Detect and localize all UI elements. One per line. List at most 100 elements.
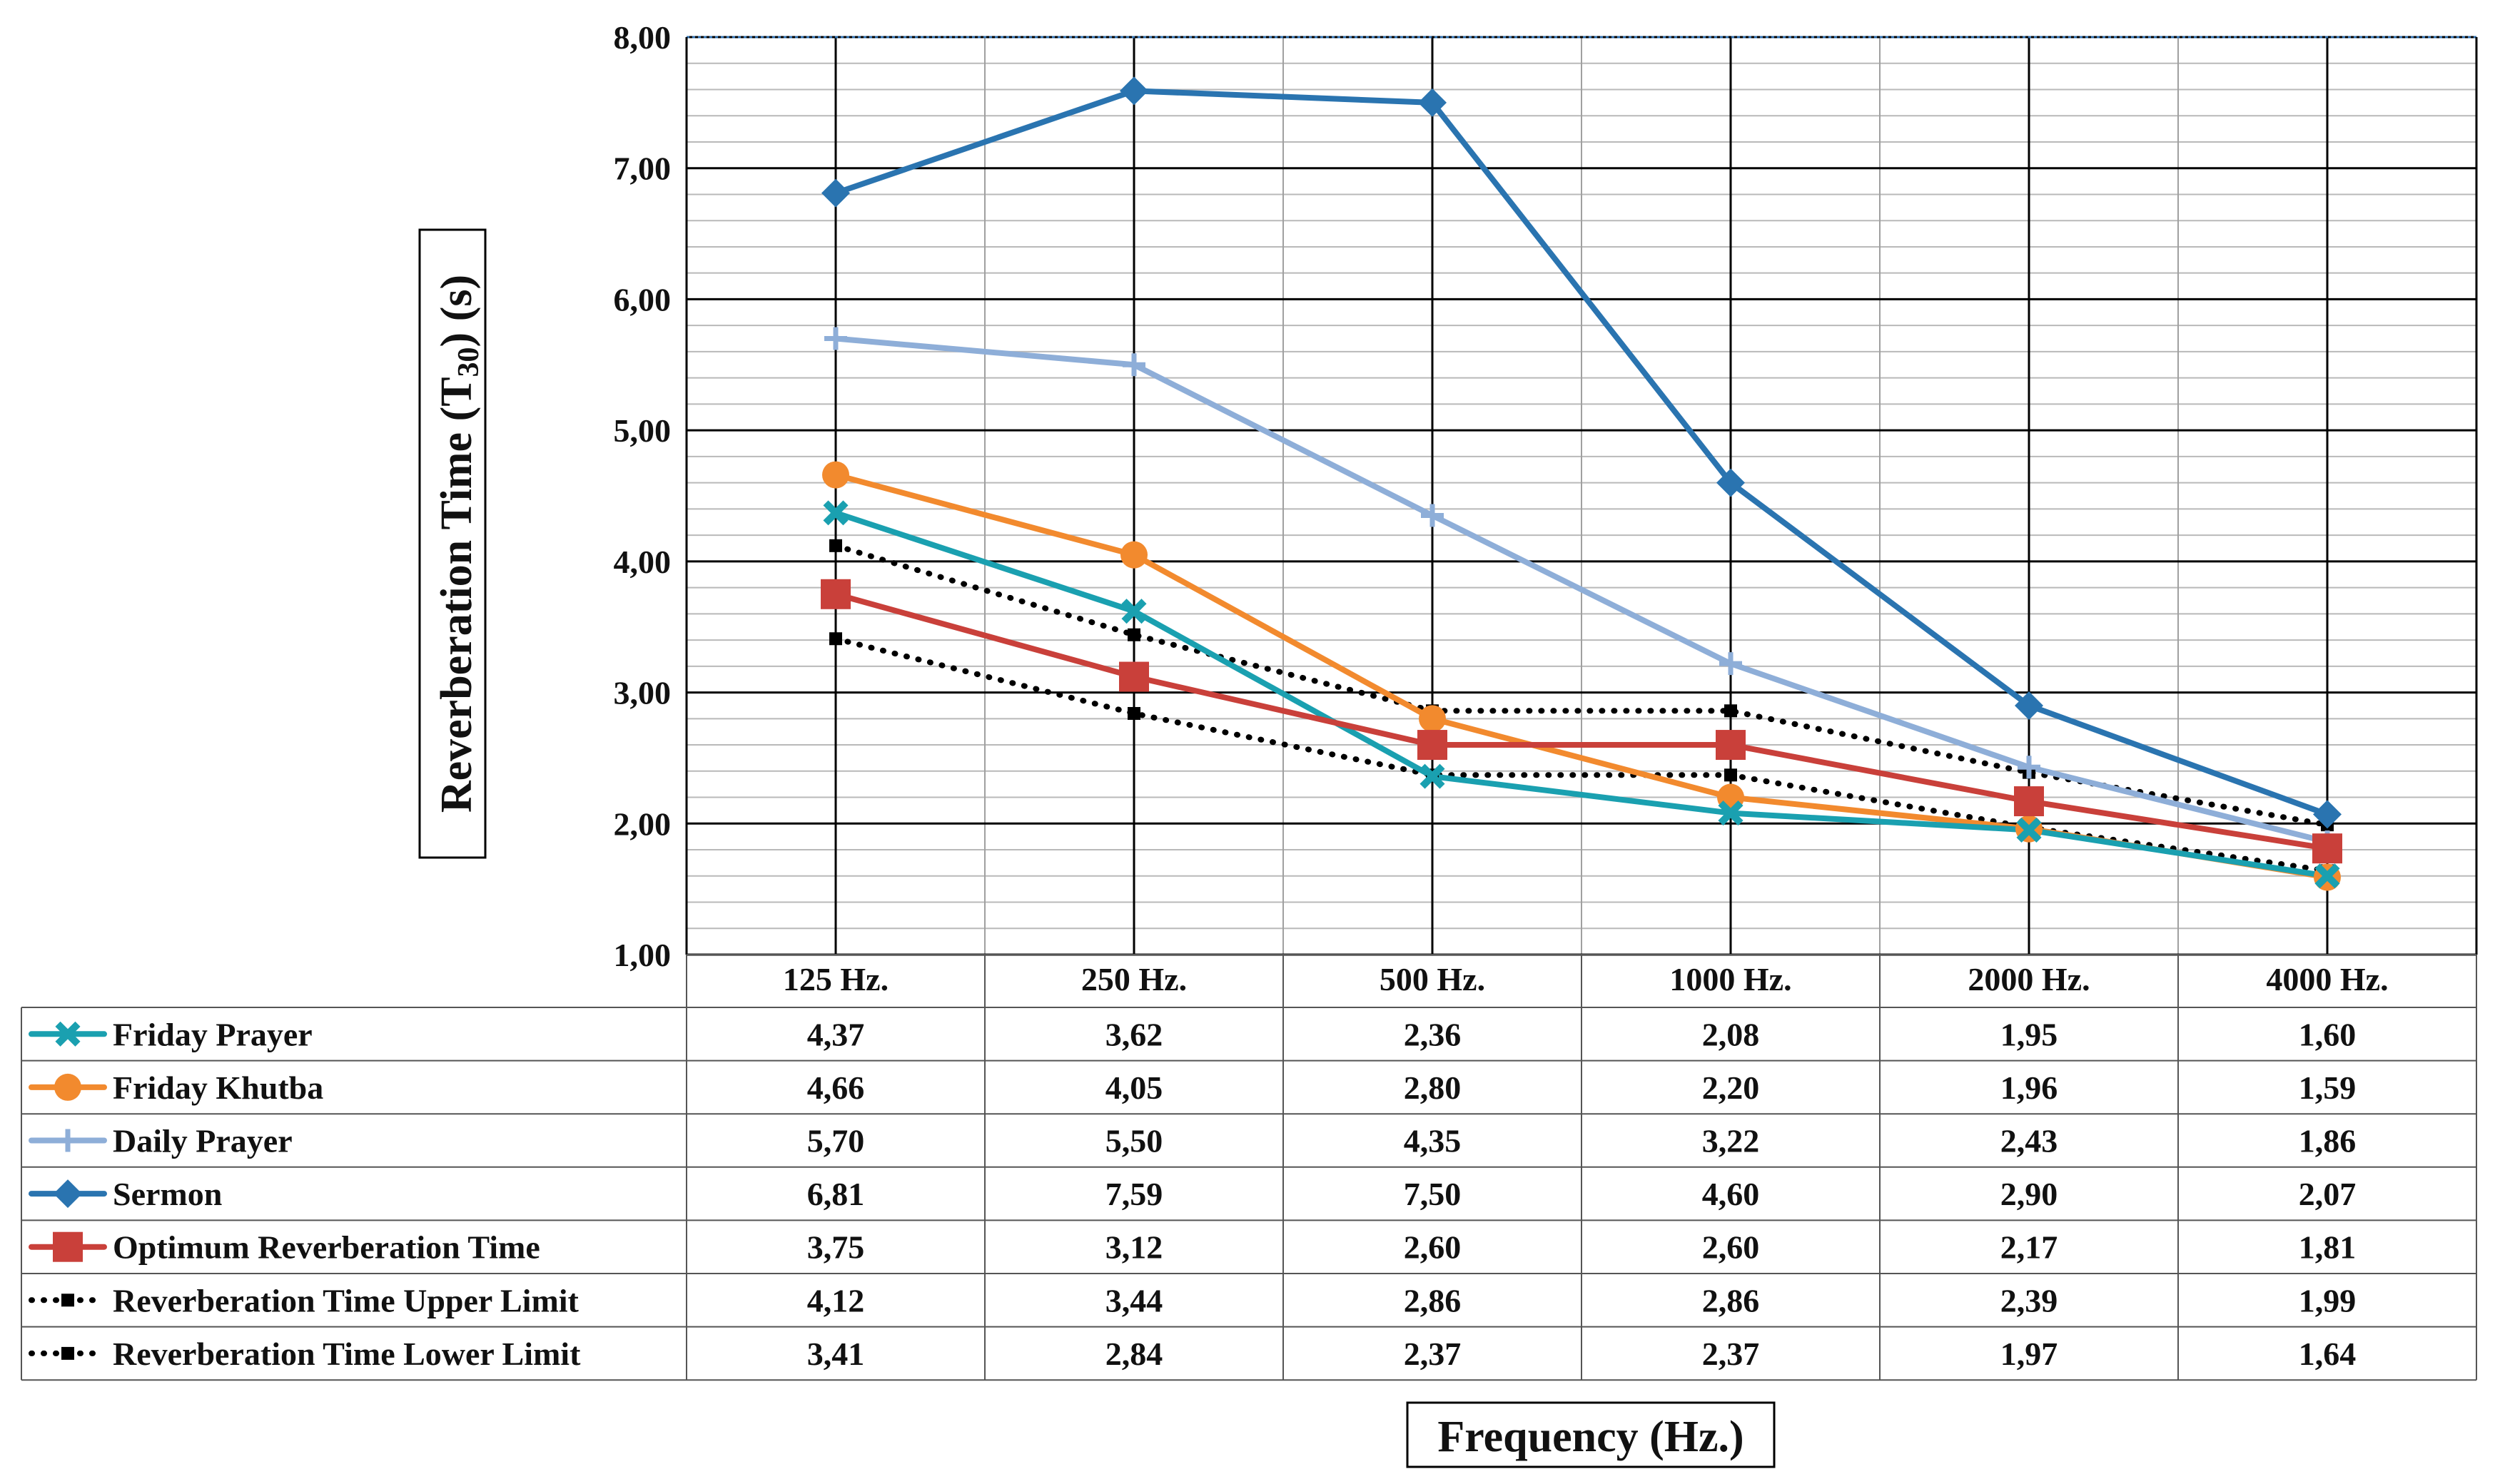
- table-cell-value: 6,81: [807, 1176, 865, 1212]
- y-tick-label: 3,00: [614, 675, 672, 711]
- data-point-x: [1121, 599, 1147, 624]
- table-cell-value: 3,41: [807, 1336, 865, 1372]
- legend-label: Friday Khutba: [113, 1069, 323, 1106]
- series-line: [833, 591, 2330, 852]
- table-cell-value: 2,37: [1702, 1336, 1760, 1372]
- legend-key: [29, 1231, 107, 1262]
- data-point-plus: [824, 327, 847, 350]
- table-cell-value: 2,86: [1702, 1282, 1760, 1318]
- table-cell-value: 1,99: [2299, 1282, 2357, 1318]
- table-cell-value: 2,08: [1702, 1016, 1760, 1052]
- data-point-diamond: [2313, 800, 2342, 829]
- legend-label: Daily Prayer: [113, 1123, 293, 1159]
- data-point-square: [829, 539, 842, 552]
- data-point-square: [1716, 730, 1746, 761]
- table-cell-value: 2,80: [1404, 1069, 1462, 1106]
- data-point-x: [823, 500, 849, 526]
- data-point-plus: [1421, 504, 1444, 527]
- y-tick-label: 8,00: [614, 19, 672, 56]
- data-point-diamond: [1120, 76, 1148, 106]
- x-category-label: 2000 Hz.: [1968, 961, 2090, 997]
- legend-key: [29, 1021, 107, 1047]
- table-cell-value: 2,37: [1404, 1336, 1462, 1372]
- data-point-square: [1128, 628, 1140, 641]
- data-point-x: [55, 1021, 81, 1047]
- data-point-square: [1724, 704, 1737, 718]
- x-category-label: 125 Hz.: [783, 961, 889, 997]
- table-cell-value: 2,60: [1702, 1229, 1760, 1266]
- data-point-plus: [1719, 652, 1742, 676]
- data-point-square: [2312, 833, 2342, 864]
- x-category-label: 500 Hz.: [1380, 961, 1485, 997]
- y-axis-title: Reverberation Time (T30) (s): [418, 228, 487, 859]
- table-cell-value: 5,50: [1105, 1123, 1163, 1159]
- legend-key: [29, 1179, 107, 1209]
- table-cell-value: 2,43: [2000, 1123, 2058, 1159]
- x-axis-title-text: Frequency (Hz.): [1437, 1413, 1744, 1461]
- data-point-diamond: [2015, 691, 2043, 720]
- x-category-label: 1000 Hz.: [1669, 961, 1791, 997]
- y-axis-title-sub: 30: [452, 347, 485, 377]
- svg-text:Reverberation Time (T30) (s): Reverberation Time (T30) (s): [432, 275, 485, 813]
- data-point-square: [53, 1231, 83, 1262]
- data-point-diamond: [1418, 88, 1447, 117]
- table-cell-value: 4,66: [807, 1069, 865, 1106]
- table-cell-value: 2,17: [2000, 1229, 2058, 1266]
- data-point-circle: [822, 461, 849, 489]
- y-axis-title-prefix: Reverberation Time (T: [432, 377, 481, 813]
- table-cell-value: 3,62: [1105, 1016, 1163, 1052]
- legend-label: Friday Prayer: [113, 1016, 313, 1052]
- data-point-x: [1419, 763, 1445, 789]
- legend-key: [29, 1073, 107, 1101]
- legend-label: Reverberation Time Upper Limit: [113, 1282, 580, 1318]
- data-point-x: [2314, 863, 2340, 889]
- table-cell-value: 2,60: [1404, 1229, 1462, 1266]
- table-cell-value: 4,60: [1702, 1176, 1760, 1212]
- table-cell-value: 4,05: [1105, 1069, 1163, 1106]
- table-cell-value: 1,95: [2000, 1016, 2058, 1052]
- table-cell-value: 1,86: [2299, 1123, 2357, 1159]
- data-point-diamond: [1716, 468, 1745, 497]
- series-line: [833, 88, 2330, 818]
- table-cell-value: 1,81: [2299, 1229, 2357, 1266]
- table-cell-value: 3,75: [807, 1229, 865, 1266]
- y-tick-label: 5,00: [614, 412, 672, 449]
- y-axis-title-suffix: ) (s): [432, 275, 481, 347]
- data-point-circle: [1120, 541, 1148, 569]
- table-cell-value: 2,84: [1105, 1336, 1163, 1372]
- table-cell-value: 2,07: [2299, 1176, 2357, 1212]
- series-lines: [833, 88, 2330, 880]
- data-point-circle: [1419, 705, 1446, 733]
- data-point-x: [1718, 801, 1744, 826]
- data-point-square: [61, 1294, 74, 1307]
- legend-key: [29, 1346, 107, 1360]
- table-cell-value: 1,60: [2299, 1016, 2357, 1052]
- data-point-square: [1417, 730, 1447, 761]
- series-markers: [821, 76, 2342, 891]
- x-axis-title: Frequency (Hz.): [1406, 1401, 1776, 1468]
- y-axis-ticks: 1,00 2,00 3,00 4,00 5,00 6,00 7,00 8,00: [614, 19, 672, 973]
- table-cell-value: 1,96: [2000, 1069, 2058, 1106]
- legend-key: [29, 1129, 107, 1152]
- table-cell-value: 3,12: [1105, 1229, 1163, 1266]
- data-table: 125 Hz. 250 Hz. 500 Hz. 1000 Hz. 2000 Hz. 400…: [21, 954, 2477, 1381]
- data-point-square: [1119, 661, 1149, 692]
- data-point-square: [1724, 768, 1737, 782]
- minor-gridlines: [686, 36, 2477, 955]
- x-category-label: 4000 Hz.: [2266, 961, 2388, 997]
- series-line: [833, 335, 2330, 845]
- data-point-plus: [1123, 353, 1145, 377]
- y-tick-label: 2,00: [614, 805, 672, 842]
- data-point-plus: [56, 1129, 79, 1152]
- table-cell-value: 1,97: [2000, 1336, 2058, 1372]
- table-cell-value: 5,70: [807, 1123, 865, 1159]
- data-point-square: [1128, 706, 1140, 720]
- data-point-square: [61, 1346, 74, 1360]
- legend-label: Optimum Reverberation Time: [113, 1229, 540, 1266]
- table-cell-value: 3,22: [1702, 1123, 1760, 1159]
- table-cell-value: 1,64: [2299, 1336, 2357, 1372]
- data-point-square: [2014, 786, 2044, 817]
- data-point-circle: [54, 1073, 81, 1101]
- y-tick-label: 6,00: [614, 281, 672, 317]
